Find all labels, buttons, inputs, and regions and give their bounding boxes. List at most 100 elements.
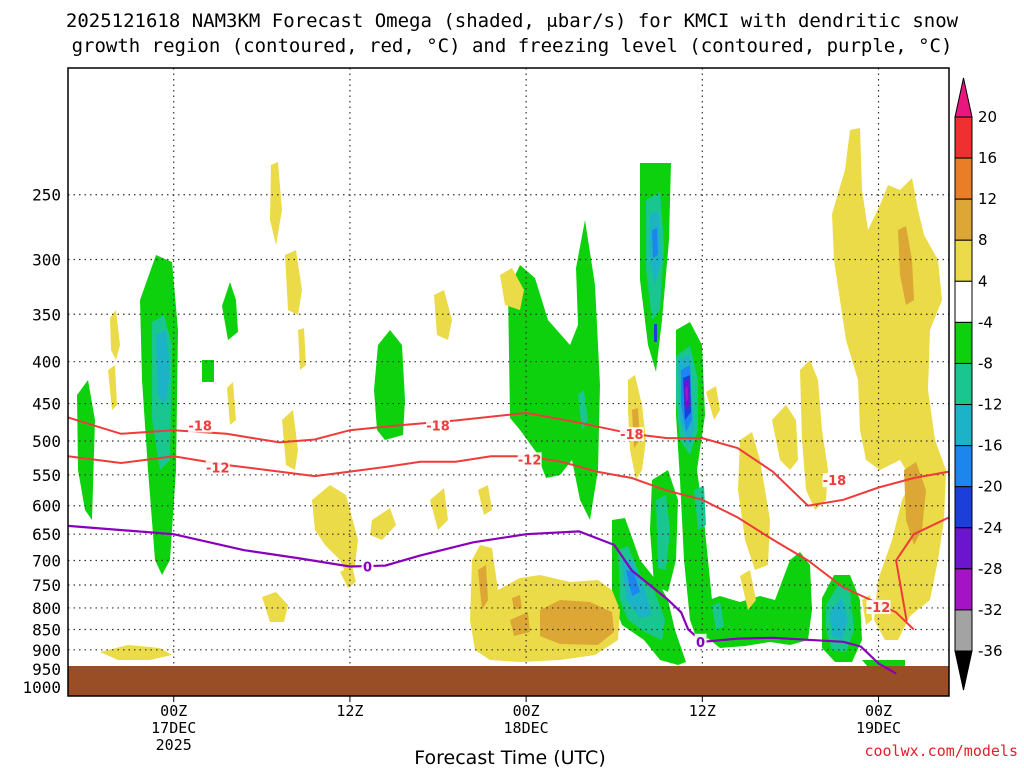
colorbar-bin-4 [954, 239, 973, 282]
omega-region-48 [262, 592, 288, 622]
dsg-contour-label-1-2: -12 [867, 601, 891, 616]
colorbar-label-6: -8 [978, 355, 993, 373]
omega-region-46 [370, 508, 396, 540]
omega-region-36 [110, 310, 120, 360]
colorbar-bin-7 [954, 362, 973, 406]
colorbar-label-1: 16 [978, 149, 997, 167]
freezing-label-bg-1 [694, 633, 707, 648]
omega-region-67 [512, 595, 522, 610]
dsg-contour-2 [895, 516, 949, 622]
omega-region-61 [898, 226, 914, 305]
freezing-contour-label-0: 0 [363, 561, 372, 576]
dsg-label-bg-1-0 [205, 460, 230, 475]
y-tick-label-500: 500 [32, 432, 61, 451]
omega-region-23 [156, 330, 170, 405]
x-tick-label-3-1: 12Z [689, 702, 716, 720]
ground-surface [68, 666, 949, 696]
plot-frame [67, 67, 950, 697]
colorbar-bin-13 [954, 609, 973, 652]
omega-region-1 [77, 380, 95, 520]
chart-title-line1: 2025121618 NAM3KM Forecast Omega (shaded… [66, 10, 959, 32]
omega-region-4 [202, 360, 214, 382]
dsg-contour-label-0-3: -18 [823, 474, 847, 489]
omega-region-3 [222, 282, 238, 340]
y-tick-label-400: 400 [32, 353, 61, 372]
omega-region-30 [652, 228, 658, 258]
pressure-gridlines [68, 68, 949, 696]
dsg-label-bg-1-2 [866, 599, 891, 614]
omega-region-50 [430, 488, 448, 530]
dsg-contour-1 [68, 455, 915, 631]
chart-title-line2: growth region (contoured, red, °C) and f… [72, 35, 953, 57]
omega-region-18 [656, 495, 670, 570]
colorbar-bin-6 [954, 321, 973, 364]
colorbar-bin-8 [954, 404, 973, 447]
colorbar-bin-3 [954, 198, 973, 241]
y-tick-label-550: 550 [32, 466, 61, 485]
colorbar-label-13: -36 [978, 642, 1003, 660]
y-tick-label-450: 450 [32, 395, 61, 414]
y-tick-label-850: 850 [32, 620, 61, 639]
x-tick-label-4-2: 19DEC [856, 719, 901, 737]
omega-region-64 [478, 565, 488, 610]
colorbar-bin-9 [954, 445, 973, 488]
omega-shading [77, 128, 946, 670]
x-tick-label-0-1: 00Z [160, 702, 187, 720]
y-tick-label-650: 650 [32, 525, 61, 544]
x-tick-label-0-3: 2025 [156, 736, 192, 754]
colorbar-label-5: -4 [978, 313, 993, 331]
dsg-label-bg-0-2 [619, 427, 644, 442]
omega-region-41 [227, 382, 236, 425]
y-tick-label-1000: 1000 [22, 678, 61, 697]
y-tick-label-750: 750 [32, 576, 61, 595]
colorbar-label-4: 4 [978, 272, 988, 290]
colorbar-label-9: -20 [978, 478, 1003, 496]
y-tick-label-900: 900 [32, 641, 61, 660]
omega-region-34 [654, 324, 657, 342]
omega-region-29 [626, 570, 640, 596]
omega-region-44 [500, 268, 524, 310]
colorbar-label-10: -24 [978, 519, 1003, 537]
colorbar-label-8: -16 [978, 437, 1003, 455]
y-tick-label-300: 300 [32, 250, 61, 269]
colorbar-bin-1 [954, 116, 973, 159]
dsg-contour-label-0-2: -18 [620, 428, 644, 443]
colorbar-bin-10 [954, 486, 973, 529]
omega-region-13 [862, 660, 905, 667]
omega-region-49 [100, 645, 172, 660]
dsg-label-bg-1-1 [517, 452, 542, 467]
omega-region-22 [712, 602, 724, 630]
colorbar-bin-2 [954, 157, 973, 200]
contours [68, 411, 949, 675]
colorbar-top-triangle [954, 77, 973, 118]
omega-region-47 [340, 566, 356, 588]
x-tick-label-2-2: 18DEC [504, 719, 549, 737]
omega-region-19 [694, 486, 706, 530]
colorbar-bin-11 [954, 527, 973, 570]
omega-region-39 [285, 250, 302, 315]
colorbar-label-3: 8 [978, 231, 988, 249]
colorbar-bin-5 [954, 280, 973, 323]
omega-region-43 [434, 290, 452, 340]
x-tick-label-1-1: 12Z [336, 702, 363, 720]
dsg-contour-label-1-1: -12 [518, 453, 542, 468]
y-tick-label-950: 950 [32, 660, 61, 679]
dsg-label-bg-0-1 [426, 418, 451, 433]
omega-region-51 [478, 485, 492, 515]
dsg-label-bg-0-0 [188, 418, 213, 433]
x-axis-label: Forecast Time (UTC) [414, 747, 605, 768]
x-tick-label-0-2: 17DEC [151, 719, 196, 737]
omega-region-45 [312, 485, 358, 572]
omega-region-11 [703, 552, 812, 648]
dsg-contour-label-0-0: -18 [188, 419, 212, 434]
omega-region-62 [904, 462, 926, 545]
freezing-level-contour [68, 524, 897, 675]
omega-region-5 [374, 330, 405, 440]
colorbar-label-0: 20 [978, 108, 997, 126]
omega-region-55 [738, 432, 770, 570]
y-tick-label-700: 700 [32, 552, 61, 571]
plot-area [68, 68, 949, 696]
colorbar-bottom-triangle [954, 650, 973, 691]
